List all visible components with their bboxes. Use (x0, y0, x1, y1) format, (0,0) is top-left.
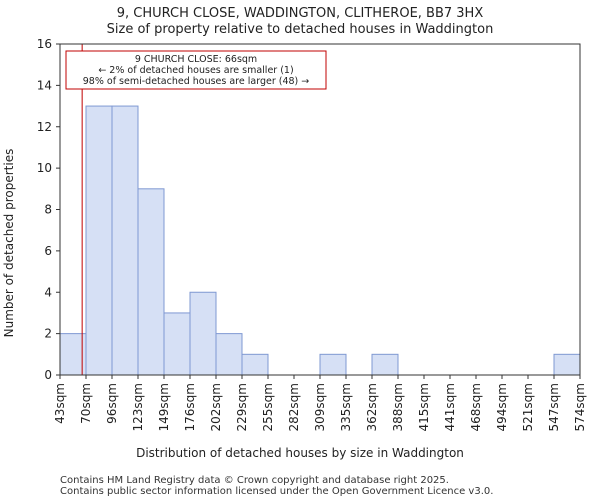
bar-229sqm (241, 353, 269, 376)
annotation-box (65, 50, 327, 90)
x-tick-label: 415sqm (417, 383, 431, 431)
bar-123sqm (137, 188, 165, 376)
x-tick-label: 494sqm (495, 383, 509, 431)
y-tick-label: 0 (44, 368, 52, 382)
y-tick-label: 8 (44, 203, 52, 217)
y-tick-label: 14 (37, 78, 52, 92)
bar-202sqm (215, 333, 243, 376)
y-axis: 0 2 4 6 8 10 12 14 16 (37, 37, 60, 382)
x-tick-label: 521sqm (521, 383, 535, 431)
bar-547sqm (553, 353, 581, 376)
bar-176sqm (189, 291, 217, 376)
footer-line-2: Contains public sector information licen… (60, 486, 493, 497)
x-tick-label: 123sqm (131, 383, 145, 431)
x-tick-label: 43sqm (53, 383, 67, 424)
y-tick-label: 6 (44, 244, 52, 258)
x-axis-label: Distribution of detached houses by size … (136, 446, 464, 460)
bar-149sqm (163, 312, 191, 376)
y-tick-label: 2 (44, 327, 52, 341)
x-tick-label: 70sqm (79, 383, 93, 424)
y-tick-label: 12 (37, 120, 52, 134)
x-tick-label: 547sqm (547, 383, 561, 431)
bar-362sqm (371, 353, 399, 376)
x-tick-label: 149sqm (157, 383, 171, 431)
x-tick-label: 255sqm (261, 383, 275, 431)
x-tick-label: 229sqm (235, 383, 249, 431)
x-tick-label: 362sqm (365, 383, 379, 431)
property-annotation: 9 CHURCH CLOSE: 66sqm ← 2% of detached h… (65, 50, 327, 90)
bar-70sqm (85, 105, 113, 376)
x-tick-label: 574sqm (573, 383, 587, 431)
chart-subtitle: Size of property relative to detached ho… (107, 22, 494, 37)
x-tick-label: 388sqm (391, 383, 405, 431)
y-tick-label: 4 (44, 285, 52, 299)
x-tick-label: 468sqm (469, 383, 483, 431)
x-tick-label: 96sqm (105, 383, 119, 424)
x-tick-label: 282sqm (287, 383, 301, 431)
annotation-line-3: 98% of semi-detached houses are larger (… (83, 76, 310, 87)
y-tick-label: 10 (37, 161, 52, 175)
x-axis: 43sqm 70sqm 96sqm 123sqm 149sqm 176sqm 202sqm 2… (53, 375, 587, 431)
x-tick-label: 202sqm (209, 383, 223, 431)
bar-309sqm (319, 353, 347, 376)
x-tick-label: 335sqm (339, 383, 353, 431)
chart-title: 9, CHURCH CLOSE, WADDINGTON, CLITHEROE, … (117, 6, 484, 21)
y-tick-label: 16 (37, 37, 52, 51)
bars-group (59, 105, 581, 376)
annotation-line-1: 9 CHURCH CLOSE: 66sqm (135, 54, 257, 65)
annotation-line-2: ← 2% of detached houses are smaller (1) (98, 65, 293, 76)
y-axis-label: Number of detached properties (2, 149, 16, 338)
x-tick-label: 441sqm (443, 383, 457, 431)
x-tick-label: 309sqm (313, 383, 327, 431)
x-tick-label: 176sqm (183, 383, 197, 431)
footer-line-1: Contains HM Land Registry data © Crown c… (60, 475, 449, 486)
bar-96sqm (111, 105, 139, 376)
